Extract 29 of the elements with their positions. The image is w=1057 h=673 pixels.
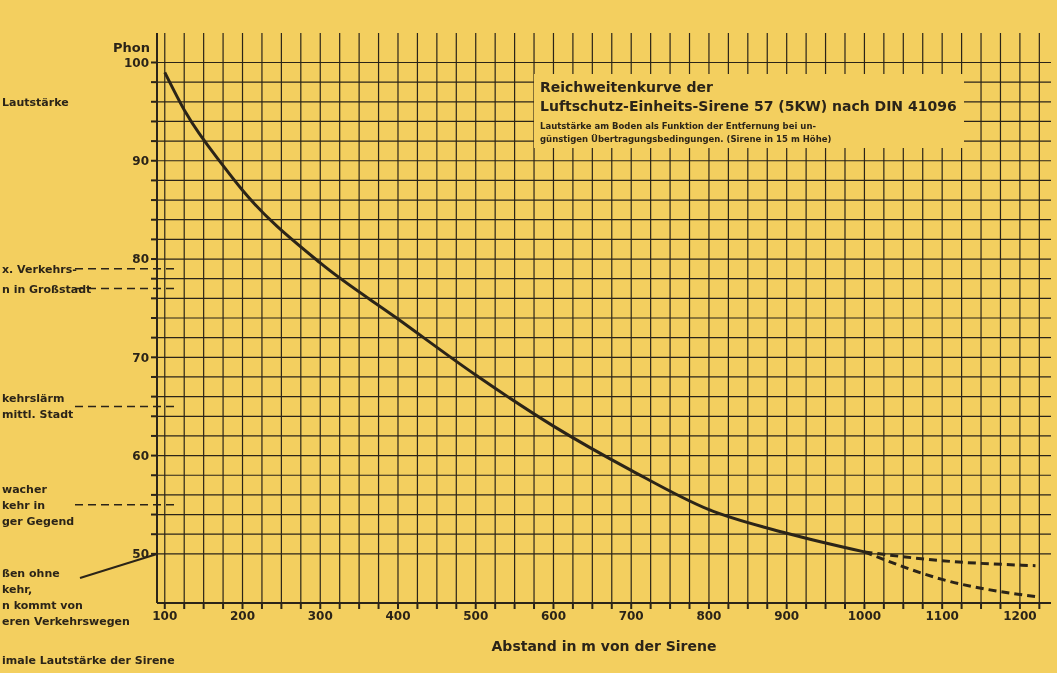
y-tick-label: 100	[123, 55, 149, 70]
ref-line-label: x. Verkehrs-	[2, 262, 77, 276]
x-tick-label: 100	[152, 608, 178, 623]
ref-line-label: wacher kehr in ger Gegend	[2, 482, 75, 528]
text: Lautstärke am Boden als Funktion der Entfernung bei un- günstigen Übertragungsbedingungen. (Sirene in 15 m Höhe)	[540, 121, 832, 144]
x-axis-title: Abstand in m von der Sirene	[491, 638, 717, 654]
x-tick-label: 200	[229, 608, 256, 623]
x-tick-label: 300	[307, 608, 333, 623]
text: imale Lautstärke der Sirene	[2, 654, 175, 667]
y-axis-title: Phon	[113, 40, 150, 55]
x-tick-label: 400	[385, 608, 411, 623]
y-tick-label: 50	[132, 547, 149, 562]
y-tick-label: 70	[132, 350, 149, 365]
x-tick-label: 1200	[1003, 608, 1037, 623]
x-tick-label: 800	[696, 608, 722, 623]
x-tick-label: 1100	[925, 608, 959, 623]
x-tick-label: 600	[540, 608, 566, 623]
text: Lautstärke	[2, 96, 69, 109]
x-tick-label: 500	[463, 608, 489, 623]
text: ßen ohne kehr, n kommt von eren Verkehrswegen	[2, 566, 130, 628]
text: Reichweitenkurve der Luftschutz-Einheits-Sirene 57 (5KW) nach DIN 41096	[540, 79, 957, 114]
y-tick-label: 60	[132, 448, 149, 463]
x-tick-label: 1000	[847, 608, 882, 623]
x-tick-label: 700	[618, 608, 644, 623]
y-tick-label: 80	[132, 252, 149, 267]
x-tick-label: 900	[774, 608, 800, 623]
ref-line-label: n in Großstadt	[2, 282, 92, 296]
ref-line-label: kehrslärm mittl. Stadt	[2, 392, 74, 422]
y-tick-label: 90	[132, 154, 149, 169]
